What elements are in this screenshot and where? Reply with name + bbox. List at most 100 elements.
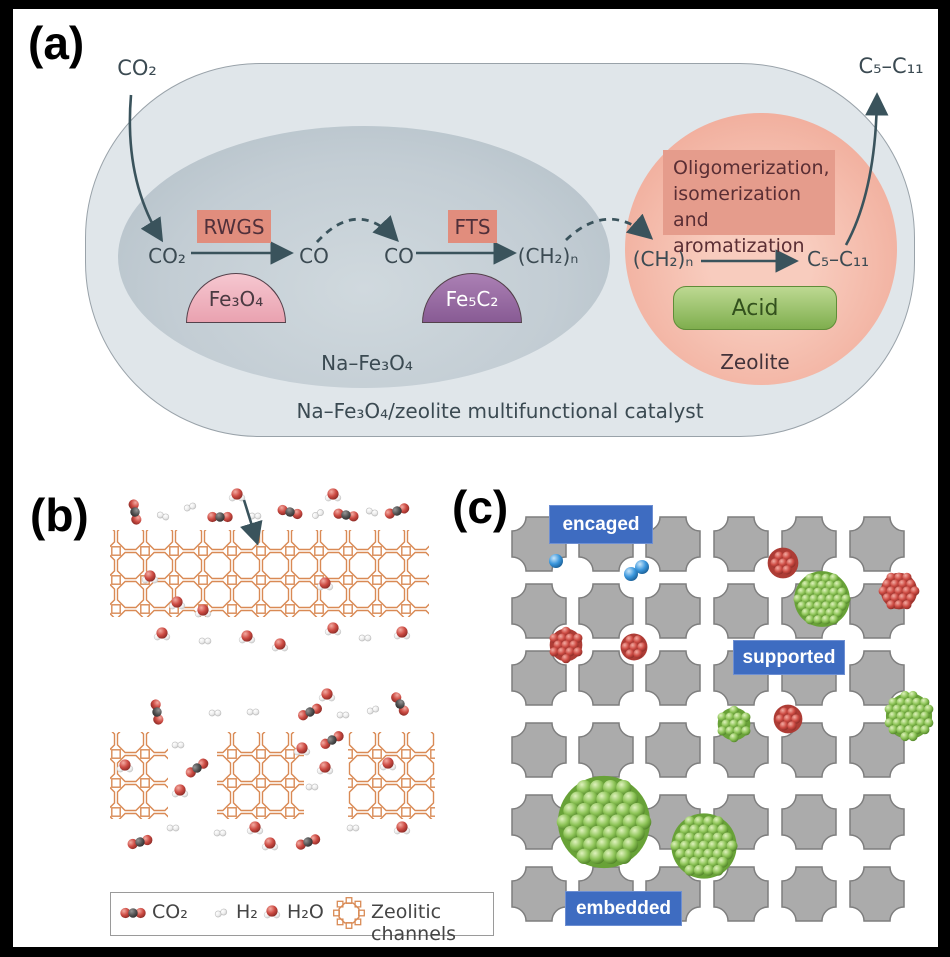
oxygen-atom xyxy=(127,838,138,850)
panel-c-label: (c) xyxy=(452,481,509,533)
molecule-h2o xyxy=(324,488,342,502)
molecule-h2 xyxy=(365,507,379,517)
cluster-sphere xyxy=(596,791,612,807)
cluster-sphere xyxy=(924,704,934,714)
cluster-sphere xyxy=(894,600,904,610)
cluster-sphere xyxy=(712,816,724,828)
cluster-body xyxy=(549,628,583,662)
feed-co2-label: CO₂ xyxy=(117,56,157,80)
cluster-sphere xyxy=(912,725,922,735)
hydrogen-atom xyxy=(163,633,171,641)
cluster-sphere xyxy=(900,731,910,742)
cluster-sphere xyxy=(900,690,910,701)
cluster-sphere xyxy=(733,712,743,722)
hydrogen-atom xyxy=(168,602,176,610)
hydrogen-atom xyxy=(318,694,326,702)
cluster-sphere xyxy=(878,586,888,596)
cluster-sphere xyxy=(693,864,705,876)
cluster-sphere xyxy=(549,647,559,657)
zeolite-tile xyxy=(578,650,634,706)
hydrogen-atom xyxy=(238,494,246,502)
molecule-h2o xyxy=(116,759,134,773)
cluster-sphere xyxy=(675,848,687,860)
cluster-sphere xyxy=(616,848,632,864)
hydrogen-atom xyxy=(281,644,289,652)
molecule-co2 xyxy=(207,511,233,523)
hydrogen-atom xyxy=(393,632,401,640)
cluster-sphere xyxy=(801,608,811,618)
zeolite-tile xyxy=(511,794,567,850)
zeolite-tile xyxy=(781,583,837,639)
cluster-sphere xyxy=(829,573,839,583)
cluster-sphere xyxy=(621,642,631,652)
zeolite-tile xyxy=(511,866,567,922)
molecule-co2 xyxy=(150,699,164,725)
cluster-sphere xyxy=(561,640,571,650)
cluster-sphere xyxy=(888,725,898,735)
cluster-sphere xyxy=(786,558,796,568)
hydrogen-atom xyxy=(271,644,279,652)
species-co-right: CO xyxy=(384,244,414,268)
cluster-sphere xyxy=(924,718,934,728)
hydrogen-atom xyxy=(151,576,159,584)
cluster-body xyxy=(557,775,651,869)
cluster-sphere xyxy=(829,615,839,625)
hydrogen-atom xyxy=(198,637,206,645)
cluster-sphere xyxy=(698,856,710,868)
molecule-h2 xyxy=(156,511,170,521)
oxygen-atom xyxy=(207,511,218,523)
molecule-h2o xyxy=(168,596,186,610)
cluster-sphere xyxy=(829,601,839,611)
hydrogen-atom xyxy=(252,708,260,716)
oxygen-atom xyxy=(241,630,253,642)
legend-box xyxy=(110,892,494,936)
molecule-h2 xyxy=(171,741,185,749)
species-ch2n-left: (CH₂)ₙ xyxy=(517,244,579,268)
nanoparticle-green xyxy=(717,705,751,743)
molecule-h2o xyxy=(261,837,279,851)
hydrogen-atom xyxy=(334,628,342,636)
cluster-sphere xyxy=(908,690,918,701)
cluster-sphere xyxy=(890,579,900,589)
molecule-h2 xyxy=(183,502,197,512)
molecule-h2o xyxy=(141,570,159,584)
catalyst-caption: Na–Fe₃O₄/zeolite multifunctional catalys… xyxy=(296,399,704,423)
cluster-sphere xyxy=(894,572,904,582)
nanoparticle-red xyxy=(620,633,648,661)
cluster-body xyxy=(717,707,751,741)
molecule-h2o xyxy=(318,688,336,702)
cluster-sphere xyxy=(602,802,619,819)
cluster-sphere xyxy=(602,825,619,842)
oxygen-atom xyxy=(128,499,139,510)
molecule-co2 xyxy=(298,703,322,721)
hydrogen-atom xyxy=(316,767,324,775)
molecule-co2 xyxy=(277,504,303,520)
cluster-sphere xyxy=(837,587,847,597)
hydrogen-atom xyxy=(365,507,373,515)
oxygen-atom xyxy=(396,626,408,638)
cluster-sphere xyxy=(813,615,823,625)
hydrogen-atom xyxy=(228,494,236,502)
oligo-line-3: aromatization xyxy=(673,235,805,257)
hydrogen-atom xyxy=(346,824,354,832)
frame-top xyxy=(0,0,950,9)
cluster-sphere xyxy=(629,802,645,819)
cluster-sphere xyxy=(698,840,710,852)
cluster-sphere xyxy=(783,714,793,724)
nanoparticle-green xyxy=(670,813,738,879)
na-fe3o4-label: Na–Fe₃O₄ xyxy=(321,351,413,375)
molecule-h2o xyxy=(293,742,311,756)
molecule-h2o xyxy=(228,488,246,502)
cluster-sphere xyxy=(557,633,567,643)
cluster-sphere xyxy=(569,814,586,830)
cluster-sphere xyxy=(782,565,792,575)
cluster-sphere xyxy=(900,718,910,728)
cluster-sphere xyxy=(821,573,831,583)
oxygen-atom xyxy=(292,508,303,520)
cluster-sphere xyxy=(910,586,920,596)
cluster-sphere xyxy=(741,726,751,736)
hydrogen-atom xyxy=(389,763,397,771)
oxygen-atom xyxy=(399,503,410,514)
oxygen-atom xyxy=(153,714,164,725)
cluster-sphere xyxy=(829,587,839,597)
